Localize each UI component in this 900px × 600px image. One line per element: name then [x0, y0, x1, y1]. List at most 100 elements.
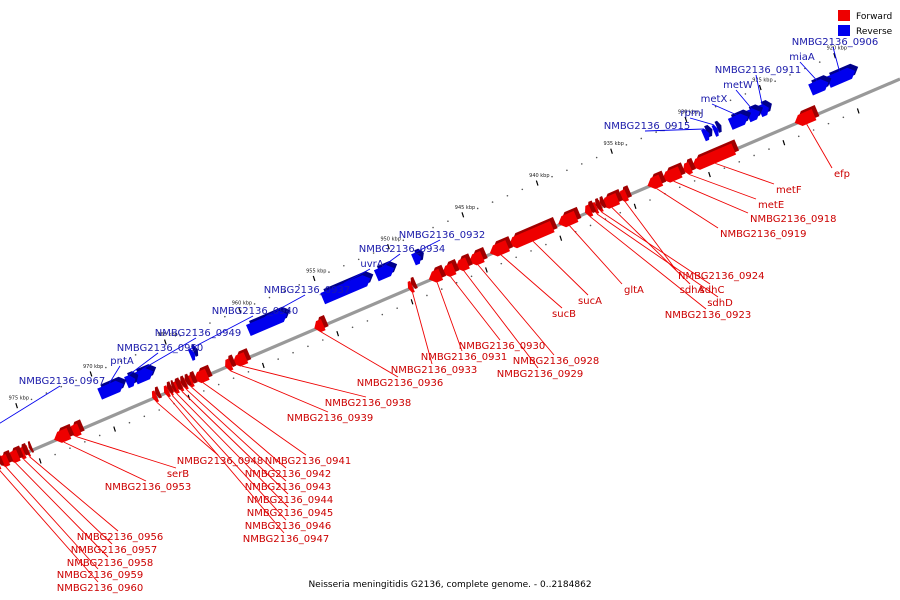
gene-mete[interactable]	[683, 157, 696, 175]
gene-sucb[interactable]	[489, 236, 514, 257]
gene-label-uvra[interactable]: uvrA	[360, 259, 383, 270]
gene-label-nmbg2136-0953[interactable]: NMBG2136_0953	[105, 482, 191, 493]
gene-label-nmbg2136-0933[interactable]: NMBG2136_0933	[391, 365, 477, 376]
gene-label-nmbg2136-0959[interactable]: NMBG2136_0959	[57, 570, 143, 581]
gene-sdha[interactable]	[601, 189, 624, 209]
gene-label-nmbg2136-0944[interactable]: NMBG2136_0944	[247, 495, 333, 506]
gene-label-nmbg2136-0911[interactable]: NMBG2136_0911	[715, 65, 801, 76]
gene-label-sucb[interactable]: sucB	[552, 309, 576, 320]
ruler-lower-minor-tick	[426, 294, 428, 297]
gene-label-nmbg2136-0937[interactable]: NMBG2136_0937	[264, 285, 350, 296]
gene-label-nmbg2136-0934[interactable]: NMBG2136_0934	[359, 244, 445, 255]
gene-rpmj[interactable]	[711, 120, 722, 137]
gene-label-nmbg2136-0923[interactable]: NMBG2136_0923	[665, 310, 751, 321]
gene-label-nmbg2136-0931[interactable]: NMBG2136_0931	[421, 352, 507, 363]
gene-label-nmbg2136-0939[interactable]: NMBG2136_0939	[287, 413, 373, 424]
gene-label-nmbg2136-0967[interactable]: NMBG2136_0967	[19, 376, 105, 387]
gene-label-nmbg2136-0928[interactable]: NMBG2136_0928	[513, 356, 599, 367]
label-leader-line	[689, 174, 757, 200]
gene-label-nmbg2136-0936[interactable]: NMBG2136_0936	[357, 378, 443, 389]
gene-label-nmbg2136-0946[interactable]: NMBG2136_0946	[245, 521, 331, 532]
gene-label-serb[interactable]: serB	[167, 469, 189, 480]
ruler-minor-tick	[224, 315, 226, 318]
gene-nmbg2136-0949[interactable]	[132, 364, 157, 385]
gene-uvra[interactable]	[320, 271, 374, 305]
gene-label-rpmj[interactable]: rpmJ	[680, 108, 703, 119]
gene-nmbg2136-0936[interactable]	[314, 315, 329, 333]
gene-label-efp[interactable]: efp	[834, 169, 850, 180]
ruler-lower-minor-tick	[649, 199, 651, 201]
gene-label-metf[interactable]: metF	[776, 185, 802, 196]
gene-nmbg2136-0948[interactable]	[151, 386, 163, 403]
label-leader-line	[202, 382, 307, 456]
gene-label-nmbg2136-0940[interactable]: NMBG2136_0940	[212, 306, 298, 317]
gene-label-nmbg2136-0943[interactable]: NMBG2136_0943	[245, 482, 331, 493]
gene-label-nmbg2136-0945[interactable]: NMBG2136_0945	[247, 508, 333, 519]
gene-nmbg2136-0928[interactable]	[469, 246, 488, 266]
gene-label-glta[interactable]: gltA	[624, 285, 644, 296]
gene-metw[interactable]	[745, 104, 763, 123]
gene-efp[interactable]	[794, 105, 820, 127]
gene-nmbg2136-0915[interactable]	[701, 124, 713, 142]
label-leader-line	[5, 466, 99, 570]
gene-label-nmbg2136-0957[interactable]: NMBG2136_0957	[71, 545, 157, 556]
gene-label-metw[interactable]: metW	[723, 80, 753, 91]
gene-label-nmbg2136-0950[interactable]: NMBG2136_0950	[117, 343, 203, 354]
gene-label-nmbg2136-0941[interactable]: NMBG2136_0941	[265, 456, 351, 467]
gene-nmbg2136-0923[interactable]	[585, 200, 597, 217]
gene-label-nmbg2136-0919[interactable]: NMBG2136_0919	[720, 229, 806, 240]
gene-label-mete[interactable]: metE	[758, 200, 784, 211]
gene-label-suca[interactable]: sucA	[578, 296, 602, 307]
gene-label-nmbg2136-0915[interactable]: NMBG2136_0915	[604, 121, 690, 132]
gene-miaa[interactable]	[808, 75, 832, 96]
gene-glta[interactable]	[558, 206, 582, 228]
gene-nmbg2136-0937[interactable]	[246, 306, 291, 337]
gene-label-sdhd[interactable]: sdhD	[707, 298, 733, 309]
ruler-lower-minor-tick	[530, 250, 532, 252]
gene-label-nmbg2136-0949[interactable]: NMBG2136_0949	[155, 328, 241, 339]
gene-label-nmbg2136-0942[interactable]: NMBG2136_0942	[245, 469, 331, 480]
gene-label-nmbg2136-0956[interactable]: NMBG2136_0956	[77, 532, 163, 543]
gene-body	[692, 143, 737, 170]
gene-label-miaa[interactable]: miaA	[789, 52, 815, 63]
gene-nmbg2136-0933[interactable]	[407, 276, 418, 293]
gene-sdhd[interactable]	[592, 197, 603, 215]
gene-label-nmbg2136-0947[interactable]: NMBG2136_0947	[243, 534, 329, 545]
ruler-major-tick	[833, 53, 836, 59]
gene-label-nmbg2136-0906[interactable]: NMBG2136_0906	[792, 37, 878, 48]
gene-label-sdhc[interactable]: sdhC	[700, 285, 725, 296]
gene-label-nmbg2136-0932[interactable]: NMBG2136_0932	[399, 230, 485, 241]
gene-suca[interactable]	[509, 217, 558, 249]
gene-nmbg2136-0960[interactable]	[0, 454, 5, 470]
gene-nmbg2136-0947[interactable]	[163, 381, 174, 398]
gene-label-nmbg2136-0930[interactable]: NMBG2136_0930	[459, 341, 545, 352]
gene-nmbg2136-0939[interactable]	[225, 354, 237, 371]
label-leader-line	[0, 470, 99, 583]
gene-nmbg2136-0953[interactable]	[54, 423, 75, 443]
gene-label-nmbg2136-0938[interactable]: NMBG2136_0938	[325, 398, 411, 409]
ruler-minor-tick	[402, 239, 405, 242]
gene-label-nmbg2136-0960[interactable]: NMBG2136_0960	[57, 583, 143, 594]
gene-nmbg2136-0919[interactable]	[647, 170, 667, 190]
gene-label-nmbg2136-0948[interactable]: NMBG2136_0948	[177, 456, 263, 467]
ruler-minor-tick	[60, 385, 63, 388]
gene-label-nmbg2136-0924[interactable]: NMBG2136_0924	[678, 271, 764, 282]
gene-nmbg2136-0906[interactable]	[826, 63, 859, 88]
gene-pnta[interactable]	[97, 376, 127, 400]
gene-nmbg2136-0930[interactable]	[442, 259, 460, 277]
gene-metf[interactable]	[692, 139, 740, 170]
gene-nmbg2136-0941[interactable]	[193, 364, 213, 384]
gene-label-nmbg2136-0958[interactable]: NMBG2136_0958	[67, 558, 153, 569]
gene-nmbg2136-0931[interactable]	[428, 264, 447, 283]
gene-nmbg2136-0929[interactable]	[455, 253, 473, 272]
gene-label-sdha[interactable]: sdhA	[680, 285, 705, 296]
gene-label-pnta[interactable]: pntA	[110, 356, 134, 367]
gene-label-nmbg2136-0929[interactable]: NMBG2136_0929	[497, 369, 583, 380]
gene-nmbg2136-0918[interactable]	[662, 162, 686, 183]
gene-body	[151, 390, 160, 403]
gene-label-metx[interactable]: metX	[701, 94, 728, 105]
gene-label-nmbg2136-0918[interactable]: NMBG2136_0918	[750, 214, 836, 225]
gene-nmbg2136-0934[interactable]	[373, 260, 398, 282]
gene-nmbg2136-0938[interactable]	[232, 348, 252, 367]
gene-metx[interactable]	[727, 109, 752, 130]
